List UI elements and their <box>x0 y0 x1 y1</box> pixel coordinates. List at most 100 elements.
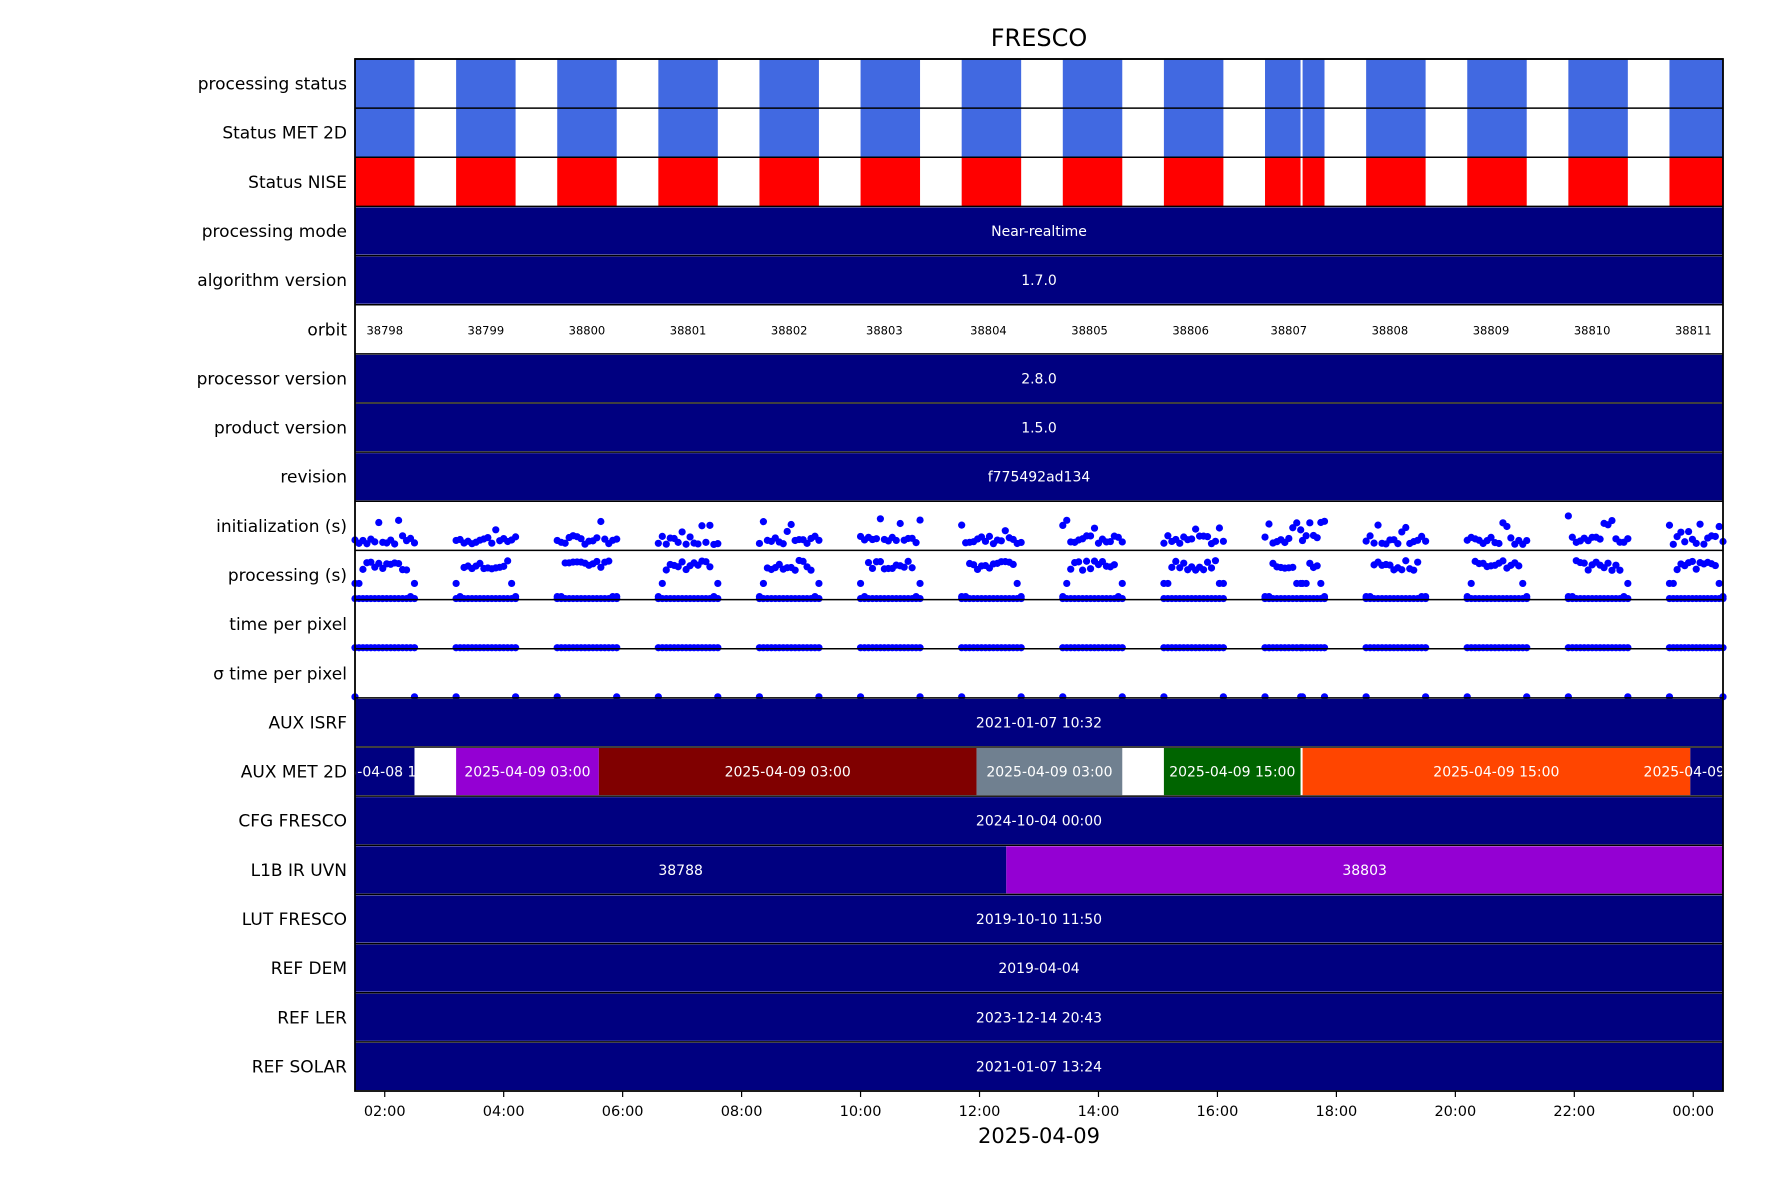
scatter-point-processing-s <box>815 579 823 588</box>
scatter-point-processing-s <box>1009 560 1017 569</box>
x-tick-label: 22:00 <box>1553 1104 1595 1120</box>
scatter-point-processing-s <box>969 561 978 569</box>
scatter-point-processing-s <box>775 560 783 568</box>
x-tick-label: 04:00 <box>483 1104 525 1120</box>
scatter-point-initialization-s <box>678 528 686 536</box>
scatter-point-initialization-s <box>1711 532 1719 541</box>
scatter-point-initialization-s <box>872 535 881 543</box>
scatter-point-processing-s <box>702 558 710 566</box>
scatter-point-processing-s <box>1688 557 1697 566</box>
scatter-point-initialization-s <box>593 534 601 542</box>
scatter-point-processing-s <box>1199 566 1208 574</box>
bar-label-aux-met-2d: 2025-04-09 03:00 <box>986 765 1112 781</box>
scatter-point-processing-s <box>367 558 375 566</box>
status-segment-status-met-2d <box>557 108 617 158</box>
scatter-point-initialization-s <box>1523 536 1531 545</box>
scatter-point-time-per-pixel <box>856 693 865 701</box>
scatter-point-processing-s <box>1414 558 1422 566</box>
row-label-ref-dem: REF DEM <box>271 959 347 979</box>
scatter-point-processing-s <box>511 592 520 601</box>
orbit-label: 38806 <box>1172 323 1209 337</box>
scatter-point-initialization-s <box>561 539 569 547</box>
scatter-point-initialization-s <box>1700 540 1708 548</box>
scatter-point-initialization-s <box>1164 532 1172 540</box>
scatter-point-initialization-s <box>803 539 811 547</box>
x-tick-label: 02:00 <box>364 1104 406 1120</box>
scatter-point-processing-s <box>1669 579 1677 588</box>
scatter-point-initialization-s <box>694 540 702 548</box>
bar-label-aux-isrf: 2021-01-07 10:32 <box>976 715 1102 731</box>
orbit-label: 38807 <box>1271 323 1308 337</box>
scatter-point-processing-s <box>1515 562 1523 570</box>
row-label-time-per-pixel: σ time per pixel <box>213 664 347 684</box>
status-segment-processing-status <box>1669 59 1723 109</box>
row-label-ref-ler: REF LER <box>277 1008 347 1028</box>
scatter-point-initialization-s <box>1507 534 1515 542</box>
scatter-point-processing-s <box>1082 557 1091 565</box>
scatter-point-time-per-pixel <box>1219 693 1227 701</box>
scatter-point-initialization-s <box>1313 534 1321 542</box>
status-segment-processing-status <box>1265 59 1301 109</box>
status-segment-status-met-2d <box>658 108 718 158</box>
scatter-point-initialization-s <box>371 538 379 546</box>
scatter-point-initialization-s <box>1487 533 1495 542</box>
bar-label-aux-met-2d: 2025-04-09 15:00 <box>1433 765 1559 781</box>
orbit-label: 38805 <box>1071 323 1108 337</box>
scatter-point-initialization-s <box>1118 538 1126 546</box>
scatter-point-time-per-pixel <box>511 693 520 701</box>
scatter-point-initialization-s <box>985 532 994 540</box>
scatter-point-processing-s <box>674 563 682 571</box>
scatter-point-initialization-s <box>1090 524 1099 532</box>
scatter-point-processing-s <box>1063 579 1071 588</box>
scatter-point-initialization-s <box>1715 522 1723 531</box>
scatter-point-processing-s <box>1219 579 1227 588</box>
scatter-point-initialization-s <box>1696 520 1704 528</box>
row-label-algorithm-version: algorithm version <box>197 271 347 291</box>
x-tick-label: 06:00 <box>602 1104 644 1120</box>
bar-label-revision: f775492ad134 <box>988 470 1091 486</box>
bar-segment-ref-ler <box>355 993 1723 1041</box>
scatter-point-initialization-s <box>492 526 500 534</box>
scatter-point-time-per-pixel <box>1523 644 1531 652</box>
scatter-point-processing-s <box>452 579 460 588</box>
scatter-point-time-per-pixel <box>1298 693 1307 701</box>
row-label-initialization-s: initialization (s) <box>216 517 347 537</box>
bar-segment-revision <box>355 453 1723 501</box>
scatter-point-initialization-s <box>1422 537 1430 545</box>
scatter-point-initialization-s <box>1608 516 1616 525</box>
scatter-point-processing-s <box>1499 557 1507 565</box>
orbit-label: 38809 <box>1473 323 1510 337</box>
plot-frame <box>354 58 1724 1092</box>
row-label-orbit: orbit <box>307 320 347 340</box>
row-label-product-version: product version <box>214 419 347 439</box>
scatter-point-processing-s <box>1386 561 1394 569</box>
row-label-aux-met-2d: AUX MET 2D <box>241 763 347 783</box>
orbit-label: 38800 <box>569 323 606 337</box>
scatter-point-initialization-s <box>1261 533 1269 541</box>
scatter-point-processing-s <box>856 579 865 588</box>
status-segment-processing-status <box>860 59 921 109</box>
status-segment-status-nise <box>1265 157 1301 207</box>
status-segment-status-met-2d <box>860 108 921 158</box>
orbit-label: 38798 <box>366 323 403 337</box>
scatter-point-initialization-s <box>783 527 791 536</box>
bar-label-l1b-ir-uvn: 38788 <box>658 863 703 879</box>
scatter-point-time-per-pixel <box>1320 644 1329 652</box>
scatter-point-initialization-s <box>613 535 621 543</box>
scatter-point-processing-s <box>597 563 605 571</box>
scatter-point-processing-s <box>1164 579 1172 588</box>
scatter-point-processing-s <box>605 557 613 565</box>
scatter-point-initialization-s <box>398 532 407 540</box>
x-tick-label: 10:00 <box>840 1104 882 1120</box>
scatter-point-processing-s <box>1017 592 1025 601</box>
bar-label-cfg-fresco: 2024-10-04 00:00 <box>976 814 1102 830</box>
scatter-point-processing-s <box>868 564 877 573</box>
status-segment-status-met-2d <box>1062 108 1123 158</box>
scatter-point-initialization-s <box>1160 539 1168 547</box>
scatter-point-initialization-s <box>787 520 795 529</box>
scatter-point-time-per-pixel <box>553 693 561 701</box>
scatter-point-processing-s <box>1715 579 1723 588</box>
scatter-point-initialization-s <box>981 537 990 545</box>
scatter-point-initialization-s <box>662 540 670 548</box>
scatter-point-time-per-pixel <box>755 693 764 701</box>
